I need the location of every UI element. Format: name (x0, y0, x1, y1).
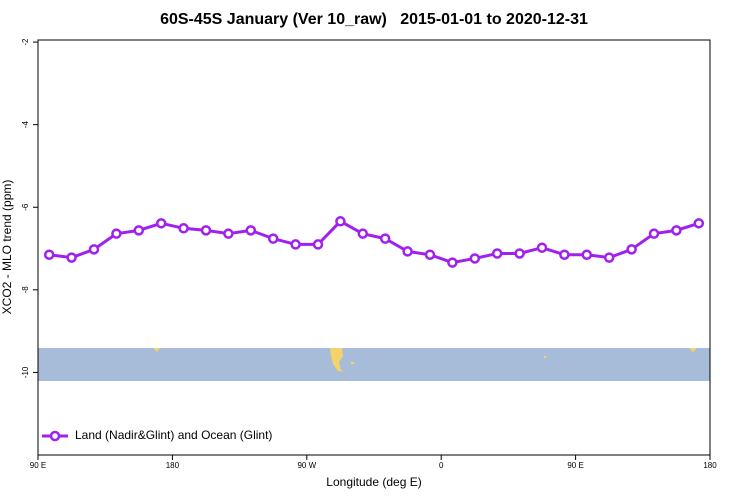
point (581, 249, 593, 260)
point (43, 249, 55, 260)
land (153, 348, 160, 352)
point (402, 246, 413, 257)
legend-marker (49, 430, 61, 442)
point (447, 257, 458, 268)
point (559, 249, 570, 260)
x-tick-label: 0 (439, 461, 444, 470)
land (544, 356, 546, 358)
point (514, 248, 525, 259)
point (155, 218, 167, 229)
legend-label: Land (Nadir&Glint) and Ocean (Glint) (75, 428, 272, 442)
y-tick-label: -8 (21, 286, 30, 294)
point (626, 244, 637, 255)
point (603, 252, 615, 263)
point (536, 242, 548, 253)
point (671, 225, 682, 236)
land (330, 348, 344, 372)
point (223, 228, 234, 239)
map-strip (38, 348, 710, 381)
x-tick-label: 90 E (30, 461, 46, 470)
ocean-band (38, 348, 710, 381)
y-tick-label: -4 (21, 121, 30, 129)
y-tick-label: -6 (21, 203, 30, 211)
point (88, 244, 100, 255)
y-axis-label: XCO2 - MLO trend (ppm) (0, 180, 14, 315)
x-tick-label: 180 (166, 461, 180, 470)
y-tick-label: -2 (21, 38, 30, 46)
x-tick-label: 180 (703, 461, 717, 470)
x-tick-label: 90 W (297, 461, 316, 470)
point (111, 228, 122, 239)
plot-frame (37, 39, 711, 456)
x-tick-label: 90 E (567, 461, 583, 470)
point (66, 252, 77, 263)
point (357, 228, 369, 239)
point (335, 216, 346, 227)
chart-title: 60S-45S January (Ver 10_raw) 2015-01-01 … (160, 11, 588, 28)
point (290, 239, 301, 250)
point (491, 248, 503, 259)
point (200, 225, 212, 236)
point (469, 253, 481, 264)
land (351, 362, 354, 364)
y-tick-label: -10 (21, 366, 30, 378)
point (133, 225, 145, 236)
x-axis-label: Longitude (deg E) (326, 475, 421, 489)
point (424, 249, 436, 260)
point (245, 225, 257, 236)
point (267, 233, 279, 244)
point (693, 218, 705, 229)
point (312, 239, 324, 250)
point (379, 233, 391, 244)
land (689, 348, 697, 352)
series-line (49, 219, 700, 265)
point (648, 228, 660, 239)
point (178, 223, 189, 234)
